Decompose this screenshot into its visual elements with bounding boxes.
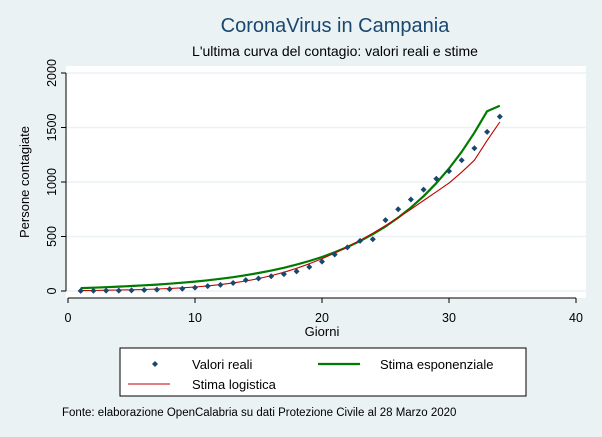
data-point — [115, 287, 122, 294]
legend-label-logistica: Stima logistica — [192, 377, 277, 392]
data-point — [433, 175, 440, 182]
data-point — [141, 287, 148, 294]
data-point — [280, 271, 287, 278]
y-tick-label: 500 — [45, 226, 59, 247]
series-layer — [77, 104, 503, 294]
data-point — [268, 273, 275, 280]
data-point — [306, 264, 313, 271]
data-point — [344, 244, 351, 251]
x-tick-label: 10 — [188, 311, 202, 325]
data-point — [242, 277, 249, 284]
x-tick-label: 30 — [442, 311, 456, 325]
data-point — [217, 281, 224, 288]
data-point — [128, 287, 135, 294]
data-point — [192, 284, 198, 291]
legend-marker-reali — [152, 361, 158, 367]
data-point — [471, 145, 478, 152]
data-point — [446, 168, 452, 175]
axis-layer: 0 500 1000 1500 2000 0 10 20 30 40 — [45, 59, 583, 325]
data-point — [484, 128, 491, 135]
y-tick-label: 1000 — [45, 168, 59, 196]
data-point — [357, 237, 364, 244]
chart-subtitle: L'ultima curva del contagio: valori real… — [192, 43, 478, 59]
legend-label-esponenziale: Stima esponenziale — [380, 357, 493, 372]
y-axis-label: Persone contagiate — [17, 126, 32, 238]
legend-label-reali: Valori reali — [192, 357, 253, 372]
x-axis-label: Giorni — [305, 324, 340, 339]
y-tick-label: 1500 — [45, 114, 59, 142]
legend: Valori reali Stima esponenziale Stima logi… — [119, 347, 527, 397]
data-point — [395, 206, 402, 213]
data-point — [369, 236, 376, 243]
x-tick-label: 20 — [315, 311, 329, 325]
data-point — [103, 287, 110, 294]
series-line-esponenziale — [80, 104, 501, 290]
source-note: Fonte: elaborazione OpenCalabria su dati… — [62, 407, 456, 419]
y-tick-label: 0 — [45, 287, 59, 294]
chart-title: CoronaVirus in Campania — [221, 15, 451, 37]
data-point — [230, 280, 237, 287]
data-point — [166, 286, 173, 293]
x-tick-label: 40 — [569, 311, 583, 325]
data-point — [255, 275, 262, 282]
data-point — [407, 196, 414, 203]
data-point — [204, 283, 211, 290]
data-point — [293, 268, 300, 275]
data-point — [331, 251, 338, 258]
y-tick-label: 2000 — [45, 59, 59, 87]
data-point — [319, 258, 325, 265]
series-line-logistica — [80, 121, 501, 292]
data-point — [458, 157, 465, 164]
legend-box — [119, 347, 527, 397]
data-point — [179, 285, 186, 292]
x-tick-label: 0 — [65, 311, 72, 325]
grid-layer — [66, 72, 586, 292]
data-point — [77, 287, 84, 294]
data-point — [496, 113, 503, 120]
data-point — [90, 287, 97, 294]
data-point — [382, 217, 389, 224]
data-point — [420, 186, 427, 193]
data-point — [153, 286, 160, 293]
